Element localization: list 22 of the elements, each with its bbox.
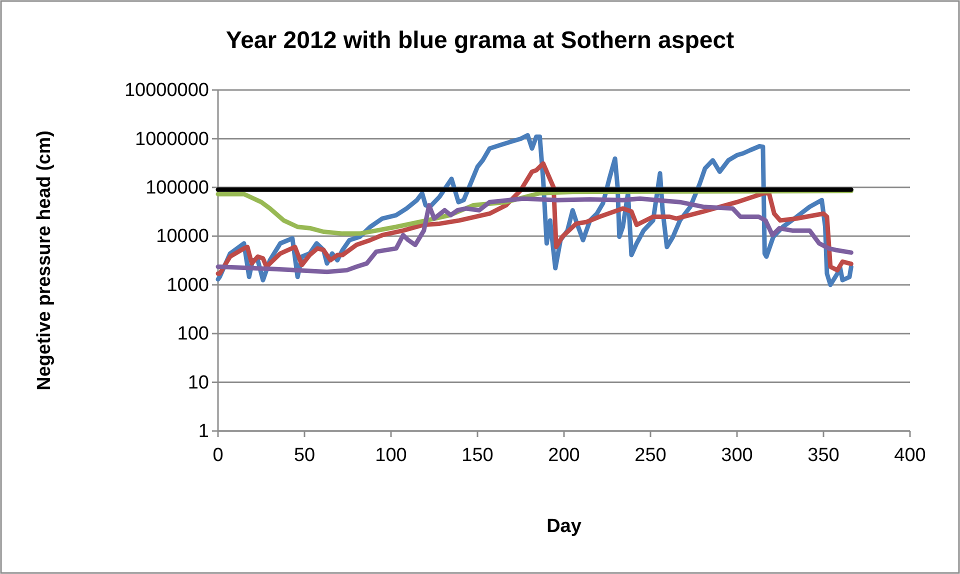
- y-tick-label: 1: [198, 421, 209, 442]
- x-axis-title: Day: [546, 516, 582, 537]
- x-tick-label: 300: [721, 444, 753, 466]
- x-tick-label: 0: [212, 444, 224, 466]
- x-tick-label: 400: [894, 444, 926, 466]
- y-tick-label: 100: [177, 324, 209, 345]
- line-series: [216, 196, 854, 274]
- chart-title: Year 2012 with blue grama at Sothern aspect: [226, 27, 734, 54]
- y-axis-title: Negetive pressure head (cm): [34, 130, 55, 390]
- y-tick-label: 10000000: [124, 80, 209, 102]
- x-tick-label: 150: [462, 444, 494, 466]
- y-tick-label: 10000: [156, 226, 209, 248]
- x-tick-label: 200: [548, 444, 580, 466]
- x-tick-label: 100: [375, 444, 407, 466]
- x-tick-label: 250: [634, 444, 666, 466]
- x-tick-label: 50: [294, 444, 316, 466]
- y-tick-label: 10: [188, 372, 209, 394]
- line-series: [216, 161, 854, 276]
- y-tick-label: 1000000: [135, 128, 209, 150]
- x-tick-label: 350: [808, 444, 840, 466]
- y-tick-label: 100000: [146, 178, 209, 199]
- y-tick-label: 1000: [166, 274, 209, 296]
